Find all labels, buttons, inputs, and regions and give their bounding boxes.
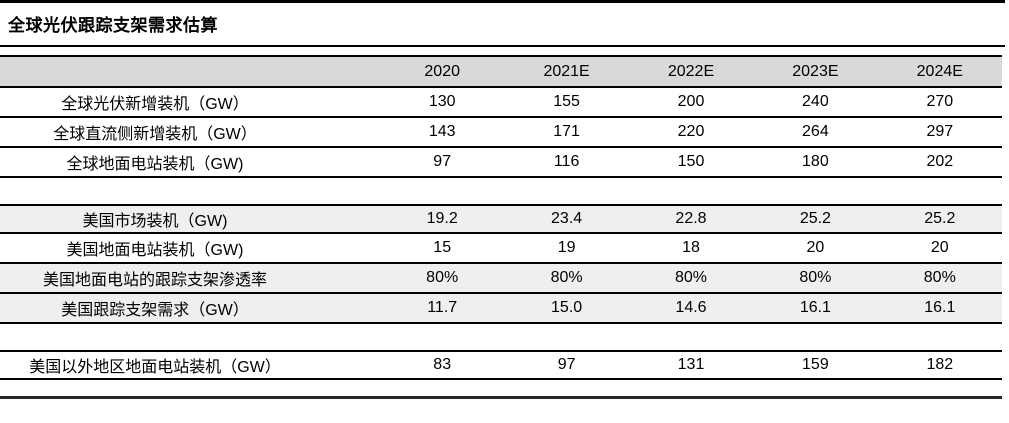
- value-cell: 116: [553, 153, 580, 170]
- value-cell: 80%: [426, 269, 459, 286]
- value-cell: 83: [433, 356, 452, 373]
- row-label: 美国市场装机（GW): [82, 213, 228, 230]
- value-cell: 80%: [923, 269, 956, 286]
- row-label: 全球光伏新增装机（GW）: [61, 96, 249, 113]
- table-row-global-dc-side-new-installs: 全球直流侧新增装机（GW） 143 171 220 264 297: [0, 118, 1002, 148]
- value-cell: 297: [926, 123, 954, 140]
- table-row-us-tracker-penetration: 美国地面电站的跟踪支架渗透率 80% 80% 80% 80% 80%: [0, 264, 1002, 294]
- table-bottom-rule: [0, 396, 1002, 399]
- value-cell: 25.2: [799, 210, 831, 227]
- row-label: 美国地面电站的跟踪支架渗透率: [42, 272, 267, 289]
- value-cell: 23.4: [551, 210, 583, 227]
- column-header-2022e: 2022E: [667, 62, 715, 80]
- value-cell: 220: [677, 123, 705, 140]
- value-cell: 130: [428, 93, 456, 110]
- value-cell: 264: [802, 123, 829, 140]
- value-cell: 20: [930, 239, 949, 256]
- value-cell: 20: [806, 239, 825, 256]
- row-label: 全球地面电站装机（GW): [66, 156, 244, 173]
- demand-estimate-table: 2020 2021E 2022E 2023E 2024E 全球光伏新增装机（GW…: [0, 55, 1002, 399]
- value-cell: 22.8: [675, 210, 707, 227]
- value-cell: 18: [682, 239, 700, 256]
- value-cell: 202: [926, 153, 954, 170]
- value-cell: 11.7: [427, 299, 458, 316]
- value-cell: 25.2: [924, 210, 956, 227]
- column-header-2023e: 2023E: [792, 62, 839, 80]
- value-cell: 19.2: [426, 210, 458, 227]
- row-label: 全球直流侧新增装机（GW）: [53, 126, 257, 143]
- table-header-row: 2020 2021E 2022E 2023E 2024E: [0, 57, 1002, 88]
- value-cell: 16.1: [799, 299, 831, 316]
- value-cell: 15.0: [551, 299, 583, 316]
- column-header-2024e: 2024E: [916, 62, 963, 80]
- table-row-us-ground-station-installs: 美国地面电站装机（GW) 15 19 18 20 20: [0, 234, 1002, 264]
- value-cell: 155: [553, 93, 580, 110]
- section-gap: [0, 178, 1002, 204]
- table-row-us-tracker-demand: 美国跟踪支架需求（GW） 11.7 15.0 14.6 16.1 16.1: [0, 294, 1002, 324]
- value-cell: 182: [926, 356, 954, 373]
- column-header-2021e: 2021E: [543, 62, 590, 80]
- row-label: 美国地面电站装机（GW): [66, 242, 244, 259]
- table-row-global-pv-new-installs: 全球光伏新增装机（GW） 130 155 200 240 270: [0, 88, 1002, 118]
- value-cell: 200: [677, 93, 705, 110]
- row-label: 美国跟踪支架需求（GW）: [61, 302, 249, 319]
- column-header-2020: 2020: [424, 62, 460, 80]
- table-row-non-us-ground-station-installs: 美国以外地区地面电站装机（GW） 83 97 131 159 182: [0, 350, 1002, 380]
- value-cell: 240: [802, 93, 829, 110]
- value-cell: 97: [557, 356, 576, 373]
- value-cell: 270: [926, 93, 954, 110]
- value-cell: 131: [677, 356, 705, 373]
- value-cell: 180: [802, 153, 829, 170]
- value-cell: 16.1: [924, 299, 956, 316]
- value-cell: 80%: [550, 269, 583, 286]
- value-cell: 19: [557, 239, 576, 256]
- section-gap: [0, 324, 1002, 350]
- value-cell: 150: [677, 153, 705, 170]
- section-gap: [0, 380, 1002, 396]
- value-cell: 143: [428, 123, 456, 140]
- table-row-global-ground-station-installs: 全球地面电站装机（GW) 97 116 150 180 202: [0, 148, 1002, 178]
- value-cell: 171: [553, 123, 580, 140]
- title-block: 全球光伏跟踪支架需求估算: [0, 0, 1005, 47]
- value-cell: 159: [802, 356, 829, 373]
- value-cell: 80%: [799, 269, 832, 286]
- row-label: 美国以外地区地面电站装机（GW）: [29, 359, 281, 376]
- page-title: 全球光伏跟踪支架需求估算: [8, 16, 218, 35]
- value-cell: 14.6: [675, 299, 707, 316]
- table-row-us-market-installs: 美国市场装机（GW) 19.2 23.4 22.8 25.2 25.2: [0, 204, 1002, 234]
- value-cell: 15: [433, 239, 452, 256]
- value-cell: 80%: [674, 269, 707, 286]
- value-cell: 97: [433, 153, 452, 170]
